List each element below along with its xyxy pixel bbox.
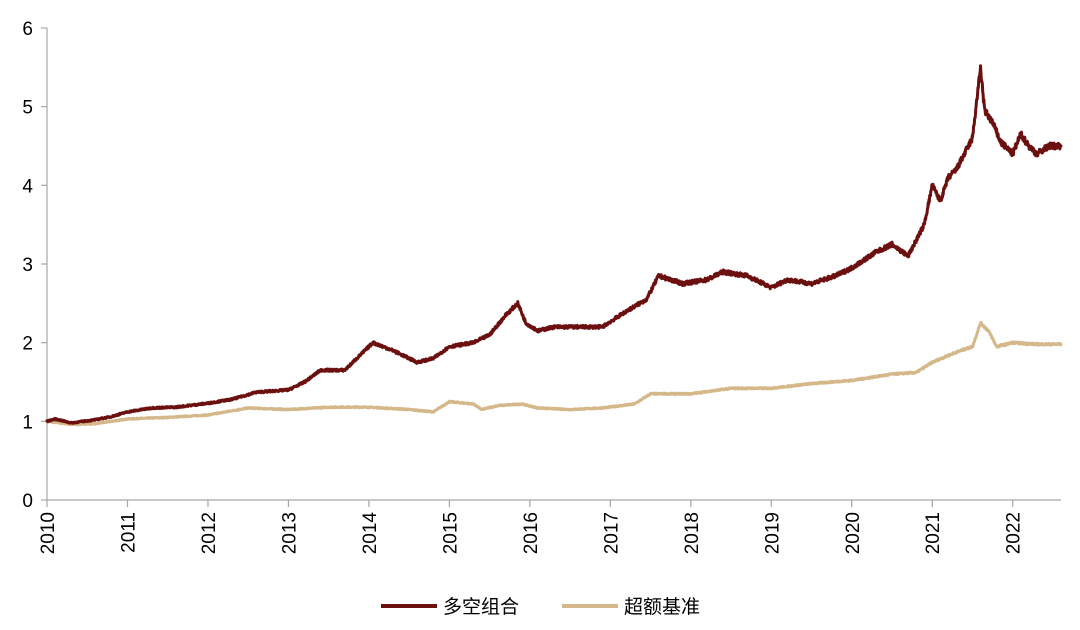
y-tick-label: 2 (22, 334, 33, 355)
legend: 多空组合 超额基准 (381, 596, 700, 618)
axes: 0 1 2 3 4 5 6 2010 2011 2012 2013 2014 2015 2016 2017 2… (22, 19, 1061, 554)
y-tick-label: 6 (22, 19, 33, 40)
y-tick-label: 1 (22, 412, 33, 433)
x-tick-label: 2013 (279, 512, 300, 554)
y-tick-label: 0 (22, 491, 33, 512)
series-layer (45, 64, 1063, 427)
legend-label-1: 多空组合 (443, 596, 519, 618)
x-tick-label: 2014 (360, 512, 381, 555)
x-tick-label: 2020 (843, 512, 864, 554)
x-tick-label: 2016 (521, 512, 542, 554)
y-tick-label: 5 (22, 98, 33, 119)
x-tick-label: 2021 (923, 512, 944, 554)
legend-label-2: 超额基准 (624, 596, 700, 618)
x-tick-label: 2015 (440, 512, 461, 554)
x-tick-label: 2011 (118, 512, 139, 553)
series-line-2 (45, 320, 1063, 427)
x-tick-label: 2012 (199, 512, 220, 554)
x-tick-label: 2010 (38, 512, 59, 554)
y-tick-label: 3 (22, 255, 33, 276)
series-line-1 (45, 64, 1063, 425)
y-tick-label: 4 (22, 176, 33, 197)
x-tick-label: 2017 (601, 512, 622, 554)
x-tick-label: 2018 (682, 512, 703, 554)
x-tick-label: 2019 (762, 512, 783, 554)
x-tick-label: 2022 (1004, 512, 1025, 554)
